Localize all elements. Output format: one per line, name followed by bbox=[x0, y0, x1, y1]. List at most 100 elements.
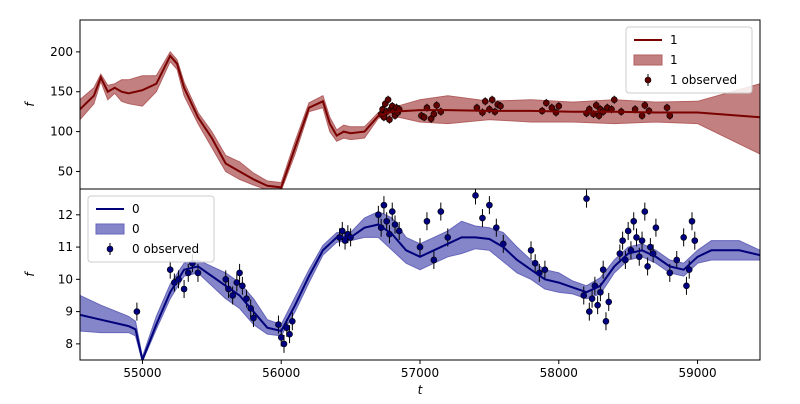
bottom-observed-point bbox=[597, 288, 604, 296]
bottom-observed-point bbox=[388, 208, 396, 215]
bottom-observed-point bbox=[486, 201, 493, 209]
top-observed-point bbox=[420, 113, 428, 121]
bottom-plot-area bbox=[80, 189, 760, 360]
bottom-observed-point bbox=[375, 211, 382, 219]
bottom-observed-point bbox=[184, 269, 192, 277]
bottom-observed-point bbox=[493, 224, 500, 232]
top-plot-area bbox=[80, 51, 760, 189]
top-confidence-band bbox=[80, 51, 760, 189]
bottom-observed-point bbox=[229, 292, 236, 299]
bottom-observed-point bbox=[691, 237, 699, 244]
bottom-observed-point bbox=[673, 256, 681, 264]
bottom-observed-point bbox=[605, 298, 613, 306]
bottom-y-tick-label: 9 bbox=[65, 305, 73, 319]
bottom-observed-point bbox=[588, 295, 596, 302]
bottom-x-tick-label: 57000 bbox=[401, 366, 439, 380]
top-legend: 1 1 1 observed bbox=[625, 26, 753, 94]
top-observed-point bbox=[638, 112, 646, 119]
top-legend-box bbox=[625, 26, 753, 94]
bottom-observed-point bbox=[685, 266, 693, 273]
bottom-observed-point bbox=[583, 195, 590, 202]
bottom-y-axis-label: f bbox=[23, 271, 37, 277]
bottom-observed-point bbox=[602, 317, 610, 325]
bottom-observed-point bbox=[275, 321, 282, 328]
bottom-observed-point bbox=[688, 217, 696, 225]
bottom-x-tick-label: 59000 bbox=[678, 366, 716, 380]
bottom-observed-point bbox=[647, 243, 654, 251]
bottom-panel: 8 9 10 11 12 55000 56000 57000 58000 59000 t f 0 0 0 o… bbox=[23, 188, 761, 397]
bottom-observed-point bbox=[430, 256, 438, 264]
bottom-legend-label: 0 observed bbox=[132, 242, 199, 256]
top-observed-point bbox=[542, 99, 550, 107]
bottom-observed-point bbox=[616, 250, 624, 257]
bottom-observed-point bbox=[541, 266, 549, 273]
top-observed-point bbox=[641, 101, 649, 109]
bottom-y-tick-label: 12 bbox=[58, 208, 73, 222]
bottom-observed-point bbox=[652, 224, 660, 232]
top-observed-point bbox=[430, 110, 438, 118]
bottom-observed-point bbox=[680, 234, 687, 241]
bottom-x-axis-label: t bbox=[418, 383, 424, 397]
bottom-observed-point bbox=[594, 301, 601, 309]
top-panel: 50 100 150 200 f 1 1 1 observed bbox=[23, 19, 761, 190]
top-observed-point bbox=[555, 102, 563, 110]
bottom-observed-point bbox=[239, 282, 246, 290]
bottom-legend-label: 0 bbox=[132, 202, 140, 216]
top-observed-point bbox=[663, 104, 671, 111]
bottom-observed-point bbox=[166, 266, 174, 273]
bottom-observed-point bbox=[280, 340, 288, 348]
bottom-observed-point bbox=[437, 208, 445, 215]
top-legend-point-swatch bbox=[644, 76, 652, 84]
bottom-observed-point bbox=[383, 217, 390, 225]
bottom-y-tick-label: 10 bbox=[58, 272, 73, 286]
bottom-observed-point bbox=[619, 237, 626, 244]
top-observed-point bbox=[610, 96, 618, 104]
bottom-y-tick-label: 8 bbox=[65, 337, 73, 351]
bottom-observed-point bbox=[472, 192, 479, 199]
bottom-observed-point bbox=[666, 269, 674, 277]
bottom-observed-point bbox=[683, 282, 690, 290]
bottom-observed-point bbox=[633, 234, 640, 241]
bottom-observed-point bbox=[599, 266, 607, 273]
bottom-observed-point bbox=[644, 263, 651, 270]
bottom-observed-point bbox=[641, 208, 649, 215]
bottom-observed-point bbox=[531, 259, 539, 267]
top-observed-point bbox=[592, 101, 600, 109]
bottom-x-tick-label: 56000 bbox=[262, 366, 300, 380]
bottom-legend-box bbox=[87, 195, 215, 263]
top-mean-line bbox=[80, 54, 760, 189]
bottom-observed-point bbox=[395, 227, 403, 235]
bottom-observed-point bbox=[423, 217, 431, 225]
top-legend-label: 1 bbox=[670, 33, 678, 47]
bottom-observed-point bbox=[479, 214, 486, 222]
bottom-observed-point bbox=[194, 269, 202, 277]
top-y-tick-label: 50 bbox=[58, 164, 73, 178]
bottom-observed-point bbox=[586, 308, 593, 315]
bottom-observed-point bbox=[635, 253, 643, 261]
top-y-axis-label: f bbox=[23, 101, 37, 107]
top-observed-point bbox=[497, 102, 504, 110]
top-observed-point bbox=[384, 96, 392, 104]
bottom-legend: 0 0 0 observed bbox=[87, 195, 215, 263]
bottom-observed-point bbox=[289, 317, 296, 325]
bottom-observed-point bbox=[233, 279, 241, 286]
bottom-observed-point bbox=[341, 237, 349, 244]
bottom-x-tick-label: 55000 bbox=[123, 366, 161, 380]
top-observed-point bbox=[433, 101, 440, 109]
top-legend-label: 1 bbox=[670, 53, 678, 67]
bottom-observed-point bbox=[624, 227, 632, 235]
top-y-tick-label: 200 bbox=[50, 45, 73, 59]
bottom-observed-point bbox=[638, 237, 646, 244]
bottom-observed-point bbox=[338, 227, 346, 235]
top-observed-point bbox=[481, 98, 489, 105]
bottom-observed-point bbox=[391, 221, 399, 228]
bottom-x-tick-label: 58000 bbox=[540, 366, 578, 380]
top-observed-point bbox=[666, 112, 674, 119]
bottom-observed-point bbox=[580, 292, 588, 299]
bottom-legend-point-swatch bbox=[106, 245, 114, 253]
bottom-observed-point bbox=[416, 243, 424, 251]
bottom-observed-point bbox=[277, 334, 285, 341]
top-y-tick-label: 150 bbox=[50, 85, 73, 99]
